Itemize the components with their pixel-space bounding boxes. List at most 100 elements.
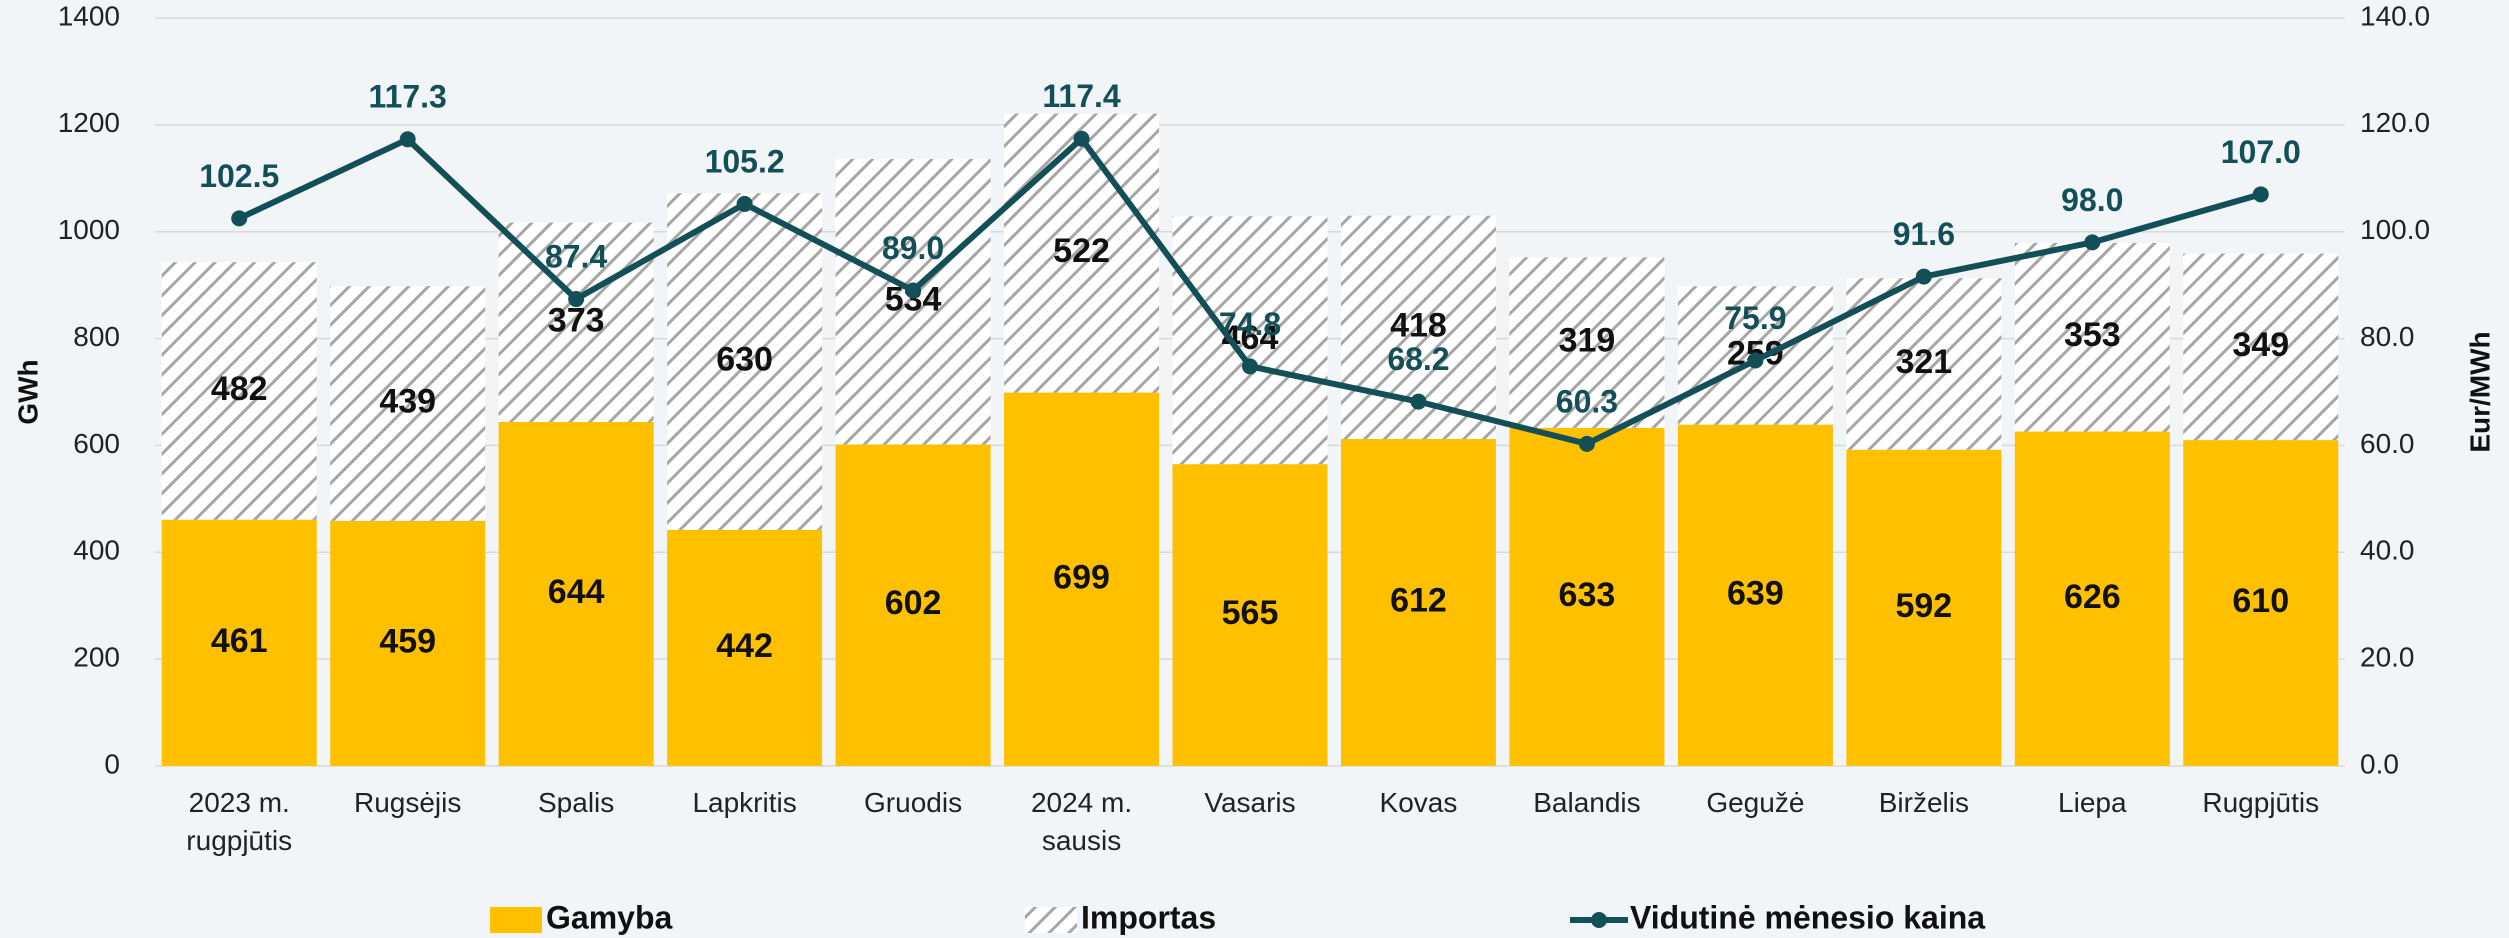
x-tick-label: Rugpjūtis (2202, 787, 2320, 818)
bar-segment (1509, 257, 1665, 428)
y-tick-label: 1000 (58, 214, 120, 245)
bar-segment (835, 159, 991, 445)
legend-marker (1591, 912, 1607, 928)
line-label: 74.8 (1219, 306, 1281, 342)
data-label: 602 (885, 584, 942, 622)
x-tick-label: Lapkritis (692, 787, 797, 818)
line-marker (1578, 435, 1595, 452)
bar-segment (2014, 431, 2170, 766)
bar-segment (2014, 242, 2170, 432)
line-marker (231, 210, 248, 227)
data-label: 644 (548, 573, 605, 611)
bar-segment (161, 519, 317, 766)
data-label: 610 (2232, 582, 2289, 620)
y-tick-label: 1200 (58, 107, 120, 138)
x-tick-label: Balandis (1533, 787, 1641, 818)
bar-segment (1846, 449, 2002, 766)
line-marker (2252, 186, 2269, 203)
line-marker (905, 282, 922, 299)
line-label: 102.5 (199, 158, 279, 194)
x-tick-label: 2023 m. rugpjūtis (186, 787, 293, 856)
x-tick-label: Vasaris (1204, 787, 1296, 818)
line-label: 91.6 (1893, 216, 1955, 252)
data-label: 612 (1390, 581, 1447, 619)
y-tick-label: 800 (73, 321, 120, 352)
legend-label: Gamyba (546, 899, 672, 935)
y2-tick-label: 140.0 (2360, 0, 2430, 31)
data-label: 442 (716, 627, 773, 665)
data-label: 482 (211, 370, 268, 408)
x-tick-label: Rugsėjis (353, 787, 462, 818)
line-marker (1747, 352, 1764, 369)
x-tick-label: 2024 m. sausis (1030, 787, 1133, 856)
x-tick-label: Liepa (2058, 787, 2127, 818)
y-tick-label: 1400 (58, 0, 120, 31)
data-label: 639 (1727, 574, 1784, 612)
data-label: 349 (2232, 326, 2289, 364)
bar-segment (835, 444, 991, 766)
data-label: 319 (1559, 322, 1616, 360)
line-label: 89.0 (882, 230, 944, 266)
data-label: 633 (1559, 576, 1616, 614)
line-label: 117.3 (369, 79, 447, 115)
legend-swatch (1025, 907, 1077, 933)
bar-segment (1340, 439, 1496, 766)
line-label: 117.4 (1042, 78, 1121, 114)
data-label: 418 (1390, 306, 1447, 344)
y2-tick-label: 60.0 (2360, 428, 2415, 459)
y2-tick-label: 120.0 (2360, 107, 2430, 138)
bar-segment (1509, 427, 1665, 766)
data-label: 626 (2064, 578, 2121, 616)
bar-segment (1846, 278, 2002, 450)
bar-segment (2183, 253, 2339, 441)
x-tick-label: Spalis (538, 787, 615, 818)
line-label: 107.0 (2221, 134, 2301, 170)
x-tick-label: Gegužė (1706, 787, 1805, 818)
bar-segment (330, 520, 486, 766)
y2-tick-label: 0.0 (2360, 748, 2399, 779)
y-tick-label: 600 (73, 428, 120, 459)
line-label: 98.0 (2061, 182, 2123, 218)
bar-segment (161, 262, 317, 520)
line-marker (399, 131, 416, 148)
bar-segment (667, 193, 823, 530)
x-tick-label: Birželis (1878, 787, 1969, 818)
line-marker (1242, 358, 1258, 375)
line-marker (1073, 130, 1090, 147)
data-label: 353 (2064, 316, 2121, 354)
line-label: 60.3 (1556, 383, 1618, 419)
data-label: 461 (211, 622, 268, 660)
data-label: 439 (379, 382, 436, 420)
bar-segment (1172, 216, 1328, 465)
bar-segment (2183, 440, 2339, 766)
y-tick-label: 400 (73, 535, 120, 566)
y2-tick-label: 40.0 (2360, 535, 2415, 566)
legend-label: Importas (1081, 899, 1216, 935)
line-marker (1410, 393, 1427, 410)
y2-tick-label: 100.0 (2360, 214, 2430, 245)
data-label: 630 (716, 341, 773, 379)
data-label: 321 (1895, 343, 1952, 381)
line-label: 68.2 (1387, 341, 1449, 377)
bar-segment (1677, 424, 1833, 766)
bar-segment (498, 222, 654, 422)
bar-segment (330, 286, 486, 521)
line-label: 87.4 (545, 238, 607, 274)
data-label: 522 (1053, 232, 1110, 270)
x-tick-label: Gruodis (864, 787, 963, 818)
y2-tick-label: 80.0 (2360, 321, 2415, 352)
y2-axis-title: Eur/MWh (2464, 331, 2495, 452)
line-label: 75.9 (1724, 300, 1786, 336)
data-label: 373 (548, 301, 605, 339)
legend-swatch (490, 907, 542, 933)
line-marker (736, 195, 753, 212)
data-label: 565 (1222, 594, 1279, 632)
data-label: 592 (1895, 587, 1952, 625)
data-label: 699 (1053, 558, 1110, 596)
line-label: 105.2 (705, 143, 785, 179)
bar-segment (1004, 392, 1160, 766)
bar-segment (667, 529, 823, 766)
y-axis-title: GWh (12, 359, 43, 424)
y2-tick-label: 20.0 (2360, 642, 2415, 673)
